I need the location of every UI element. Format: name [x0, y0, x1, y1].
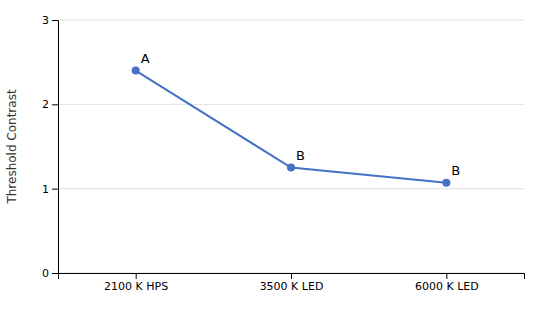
y-tick: 1: [42, 183, 58, 196]
tick-mark: [446, 273, 447, 279]
tick-label: 1: [42, 183, 49, 196]
annotation: B: [296, 148, 305, 163]
plot: 2100 K HPS 3500 K LED 6000 K LED 0 1 2 3 A B B: [42, 14, 525, 293]
tick-mark: [52, 104, 58, 105]
tick-label: 2100 K HPS: [104, 280, 168, 293]
chart: 2100 K HPS 3500 K LED 6000 K LED 0 1 2 3 A B B Thr…: [0, 0, 544, 309]
x-tick: 6000 K LED: [415, 273, 479, 293]
tick-mark: [136, 273, 137, 279]
x-tick: 3500 K LED: [260, 273, 324, 293]
marks: [132, 67, 451, 187]
tick-label: 3500 K LED: [260, 280, 324, 293]
grid-line: [58, 104, 524, 105]
grid-line: [58, 188, 524, 189]
x-tick: 2100 K HPS: [104, 273, 168, 293]
annotation: B: [451, 163, 460, 178]
annotation: A: [141, 51, 150, 66]
grid-line: [58, 20, 524, 21]
tick-mark: [291, 273, 292, 279]
y-axis: 0 1 2 3: [42, 14, 59, 280]
point: [442, 179, 450, 187]
tick-mark: [52, 189, 58, 190]
line: [136, 71, 447, 183]
grid: [58, 20, 524, 273]
tick-mark: [52, 273, 58, 274]
point: [132, 67, 140, 75]
tick-label: 6000 K LED: [415, 280, 479, 293]
tick-label: 2: [42, 98, 49, 111]
axis-domain: [52, 21, 59, 274]
y-tick: 0: [42, 267, 58, 280]
tick-label: 0: [42, 267, 49, 280]
point: [287, 164, 295, 172]
tick-label: 3: [42, 14, 49, 27]
x-axis: 2100 K HPS 3500 K LED 6000 K LED: [59, 273, 525, 293]
y-axis-title: Threshold Contrast: [5, 89, 19, 205]
axis-domain: [59, 274, 525, 280]
tick-mark: [52, 20, 58, 21]
y-tick: 3: [42, 14, 58, 27]
annotations: A B B: [141, 51, 461, 178]
y-tick: 2: [42, 98, 58, 111]
